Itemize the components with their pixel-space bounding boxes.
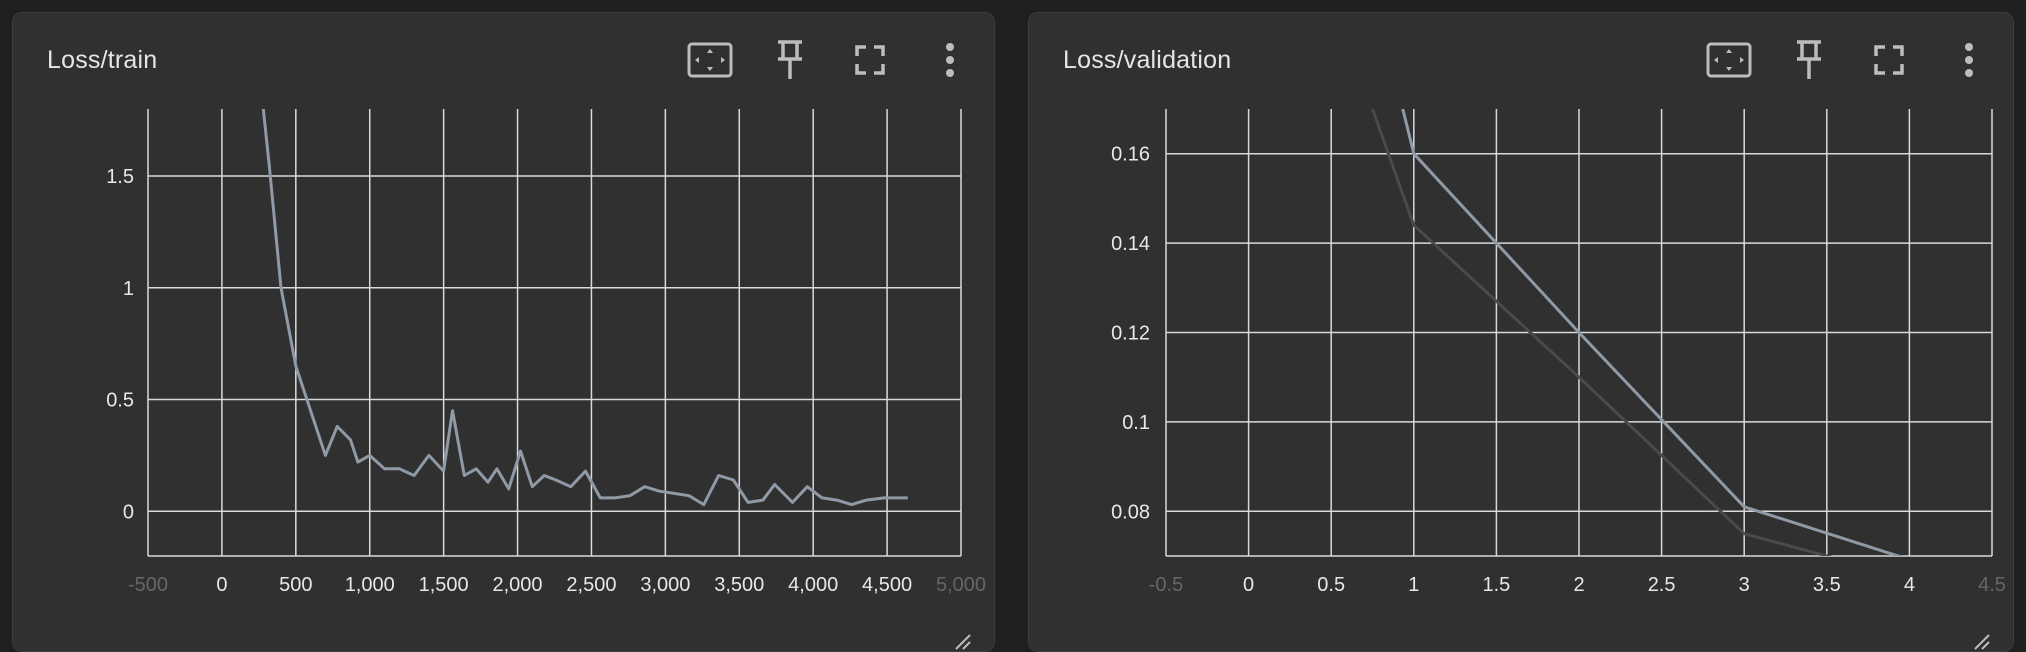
x-tick-label: 3: [1739, 574, 1750, 596]
x-tick-label: 0: [216, 574, 227, 596]
x-tick-label: 2.5: [1648, 574, 1676, 596]
card-title: Loss/validation: [1063, 46, 1232, 74]
x-tick-label: 1: [1408, 574, 1419, 596]
fit-domain-button[interactable]: [684, 35, 736, 85]
x-tick-label: 5,000: [936, 574, 986, 596]
pin-button[interactable]: [764, 35, 816, 85]
fullscreen-button[interactable]: [844, 35, 896, 85]
card-toolbar: [656, 35, 976, 85]
x-tick-label: 1,500: [419, 574, 469, 596]
fullscreen-button[interactable]: [1863, 35, 1915, 85]
fit-domain-icon: [687, 42, 733, 78]
x-tick-label: 0.5: [1317, 574, 1345, 596]
x-tick-label: 4: [1904, 574, 1915, 596]
more-vert-icon: [1965, 43, 1973, 77]
series-line[interactable]: [1381, 20, 1926, 565]
x-tick-label: 3.5: [1813, 574, 1841, 596]
x-tick-label: 2,000: [493, 574, 543, 596]
y-tick-label: 1: [123, 278, 134, 300]
y-tick-label: 0.1: [1122, 412, 1150, 434]
y-tick-label: 0.14: [1111, 233, 1150, 255]
more-options-button[interactable]: [1943, 35, 1995, 85]
pin-icon: [1797, 40, 1821, 79]
y-tick-label: 0: [123, 501, 134, 523]
pin-icon: [778, 40, 802, 79]
resize-handle-icon[interactable]: [952, 631, 972, 651]
y-tick-label: 0.5: [106, 390, 134, 412]
resize-handle-icon[interactable]: [1971, 631, 1991, 651]
loss-validation-chart[interactable]: -0.5 0 0.5 1 1.5 2 2.5 3 3.5 4 4.5 0.08 0.1 0.12 0.14 0…: [1029, 13, 2015, 637]
x-tick-label: 500: [279, 574, 312, 596]
series-line[interactable]: [261, 109, 908, 507]
fit-domain-button[interactable]: [1703, 35, 1755, 85]
y-tick-label: 0.08: [1111, 501, 1150, 523]
y-tick-label: 1.5: [106, 166, 134, 188]
more-options-button[interactable]: [924, 35, 976, 85]
more-vert-icon: [946, 43, 954, 77]
x-tick-label: -500: [128, 574, 168, 596]
x-tick-label: 1.5: [1482, 574, 1510, 596]
fullscreen-icon: [1874, 45, 1904, 75]
card-toolbar: [1675, 35, 1995, 85]
x-tick-label: 2: [1573, 574, 1584, 596]
fit-domain-icon: [1706, 42, 1752, 78]
x-tick-label: 1,000: [345, 574, 395, 596]
card-title: Loss/train: [47, 46, 158, 74]
loss-validation-card: Loss/validation -0.5 0 0.5 1 1.5 2 2.5 3 3.5 4 4.5…: [1028, 12, 2014, 652]
series-line[interactable]: [1371, 109, 1844, 561]
x-tick-label: 0: [1243, 574, 1254, 596]
x-tick-label: 4.5: [1978, 574, 2006, 596]
x-tick-label: 3,000: [640, 574, 690, 596]
x-tick-label: 3,500: [714, 574, 764, 596]
y-tick-label: 0.12: [1111, 323, 1150, 345]
y-tick-label: 0.16: [1111, 144, 1150, 166]
x-tick-label: -0.5: [1149, 574, 1183, 596]
fullscreen-icon: [855, 45, 885, 75]
loss-train-chart[interactable]: -500 0 500 1,000 1,500 2,000 2,500 3,000 3,500 4,…: [13, 13, 996, 637]
loss-train-card: Loss/train -500 0 500 1,000 1,500 2,000 2,500 3…: [12, 12, 995, 652]
x-tick-label: 2,500: [566, 574, 616, 596]
pin-button[interactable]: [1783, 35, 1835, 85]
x-tick-label: 4,500: [862, 574, 912, 596]
x-tick-label: 4,000: [788, 574, 838, 596]
